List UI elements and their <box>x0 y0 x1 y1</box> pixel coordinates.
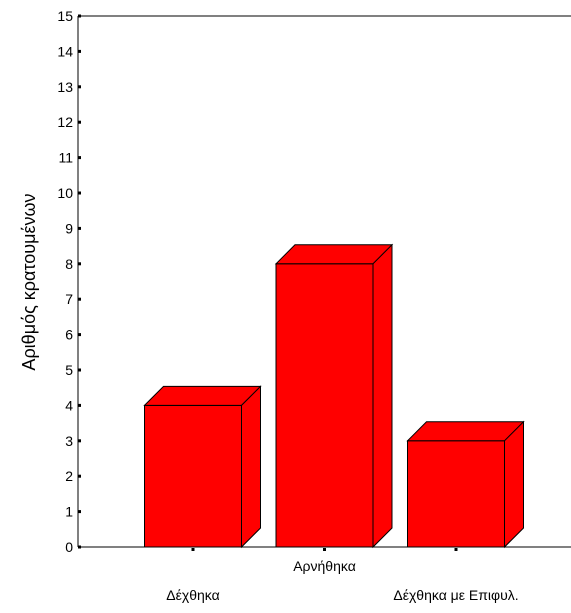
y-tick-label: 5 <box>65 362 73 378</box>
bar-side <box>504 420 524 549</box>
y-tick-label: 10 <box>57 185 73 201</box>
y-tick-label: 9 <box>65 220 73 236</box>
y-tick-mark <box>78 474 81 478</box>
y-tick-label: 2 <box>65 468 73 484</box>
bar-top <box>406 421 525 442</box>
x-tick-mark <box>454 548 458 551</box>
y-tick-mark <box>78 510 81 514</box>
y-tick-mark <box>78 49 81 53</box>
y-tick-mark <box>78 156 81 160</box>
y-tick-label: 6 <box>65 327 73 343</box>
y-tick-mark <box>78 226 81 230</box>
bar-top <box>274 244 394 265</box>
y-tick-mark <box>78 85 81 89</box>
bar-front <box>275 263 374 548</box>
y-tick-label: 12 <box>57 114 73 130</box>
y-tick-label: 4 <box>65 397 73 413</box>
y-tick-mark <box>78 368 81 372</box>
bar-side <box>241 385 261 549</box>
y-tick-label: 11 <box>58 150 73 166</box>
y-tick-label: 0 <box>65 539 73 555</box>
y-tick-mark <box>78 297 81 301</box>
y-tick-label: 14 <box>57 43 73 59</box>
y-tick-mark <box>78 262 81 266</box>
y-tick-mark <box>78 403 81 407</box>
bar-side <box>372 243 393 549</box>
bar-front <box>144 404 242 548</box>
y-tick-label: 7 <box>65 291 73 307</box>
y-tick-mark <box>78 14 81 18</box>
y-tick-label: 3 <box>65 433 73 449</box>
bar-front <box>407 440 505 548</box>
x-tick-mark <box>323 548 326 551</box>
y-tick-label: 15 <box>57 8 73 24</box>
x-tick-label: Αρνήθηκα <box>293 558 356 574</box>
y-tick-mark <box>78 333 81 337</box>
y-tick-label: 13 <box>57 79 73 95</box>
y-tick-mark <box>78 545 81 549</box>
x-tick-label: Δέχθηκα <box>166 587 219 603</box>
x-tick-mark <box>191 548 195 551</box>
x-tick-label: Δέχθηκα με Επιφυλ. <box>393 587 518 603</box>
bar-top <box>143 385 262 406</box>
y-tick-mark <box>78 191 81 195</box>
bars <box>143 243 525 549</box>
y-axis-title: Αριθμός κρατουμένων <box>19 193 39 370</box>
y-tick-mark <box>78 439 81 443</box>
y-tick-label: 8 <box>65 256 73 272</box>
y-tick-mark <box>78 120 81 124</box>
y-tick-label: 1 <box>65 504 73 520</box>
